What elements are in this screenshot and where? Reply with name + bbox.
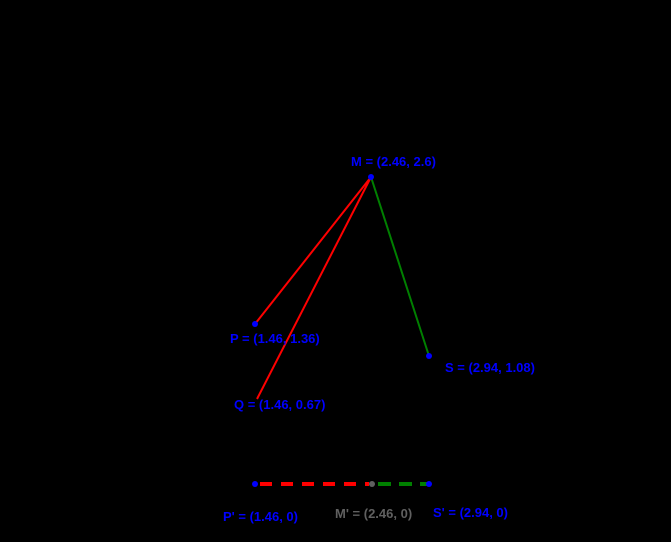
point-label-s-prime: S' = (2.94, 0) [433, 505, 508, 520]
segment-M-Q [256, 176, 372, 400]
point-label-s: S = (2.94, 1.08) [445, 360, 535, 375]
point-dot-P [252, 321, 258, 327]
point-label-m-prime: M' = (2.46, 0) [335, 506, 413, 521]
point-label-p: P = (1.46, 1.36) [230, 331, 320, 346]
point-dot-S-prime [426, 481, 432, 487]
segment-M-S [370, 176, 430, 357]
point-label-m: M = (2.46, 2.6) [351, 154, 436, 169]
point-label-q: Q = (1.46, 0.67) [234, 397, 326, 412]
point-dot-P-prime [252, 481, 258, 487]
point-label-p-prime: P' = (1.46, 0) [223, 509, 298, 524]
point-dot-M [368, 174, 374, 180]
point-dot-M-prime [369, 481, 375, 487]
segment-M-P [254, 176, 372, 325]
point-dot-S [426, 353, 432, 359]
